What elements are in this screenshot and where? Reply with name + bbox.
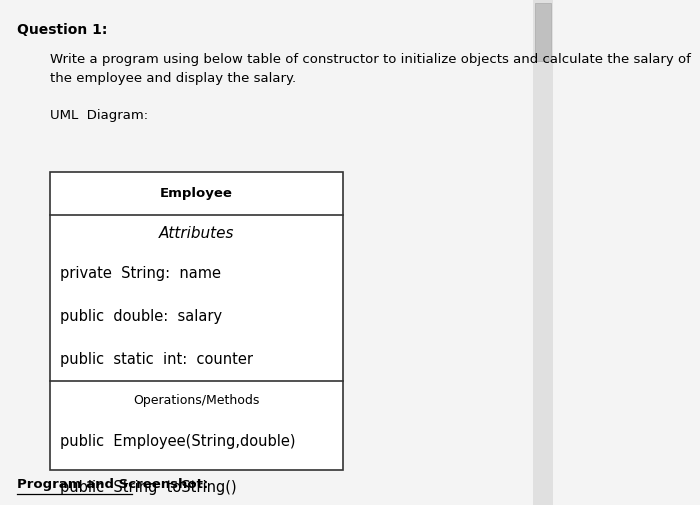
Text: Write a program using below table of constructor to initialize objects and calcu: Write a program using below table of con… xyxy=(50,53,691,66)
Text: the employee and display the salary.: the employee and display the salary. xyxy=(50,72,296,85)
Text: public  String  toString(): public String toString() xyxy=(60,480,237,495)
Text: UML  Diagram:: UML Diagram: xyxy=(50,109,148,122)
FancyBboxPatch shape xyxy=(533,0,553,505)
Text: Operations/Methods: Operations/Methods xyxy=(133,394,260,407)
FancyBboxPatch shape xyxy=(535,3,551,61)
Text: Question 1:: Question 1: xyxy=(17,23,107,37)
Text: public  Employee(String,double): public Employee(String,double) xyxy=(60,434,295,449)
Text: Program and Screenshot:: Program and Screenshot: xyxy=(17,478,208,491)
Text: public  static  int:  counter: public static int: counter xyxy=(60,352,253,367)
FancyBboxPatch shape xyxy=(50,172,343,470)
Text: private  String:  name: private String: name xyxy=(60,267,220,281)
Text: Employee: Employee xyxy=(160,187,232,199)
Text: Attributes: Attributes xyxy=(158,226,234,241)
Text: public  double:  salary: public double: salary xyxy=(60,310,222,324)
